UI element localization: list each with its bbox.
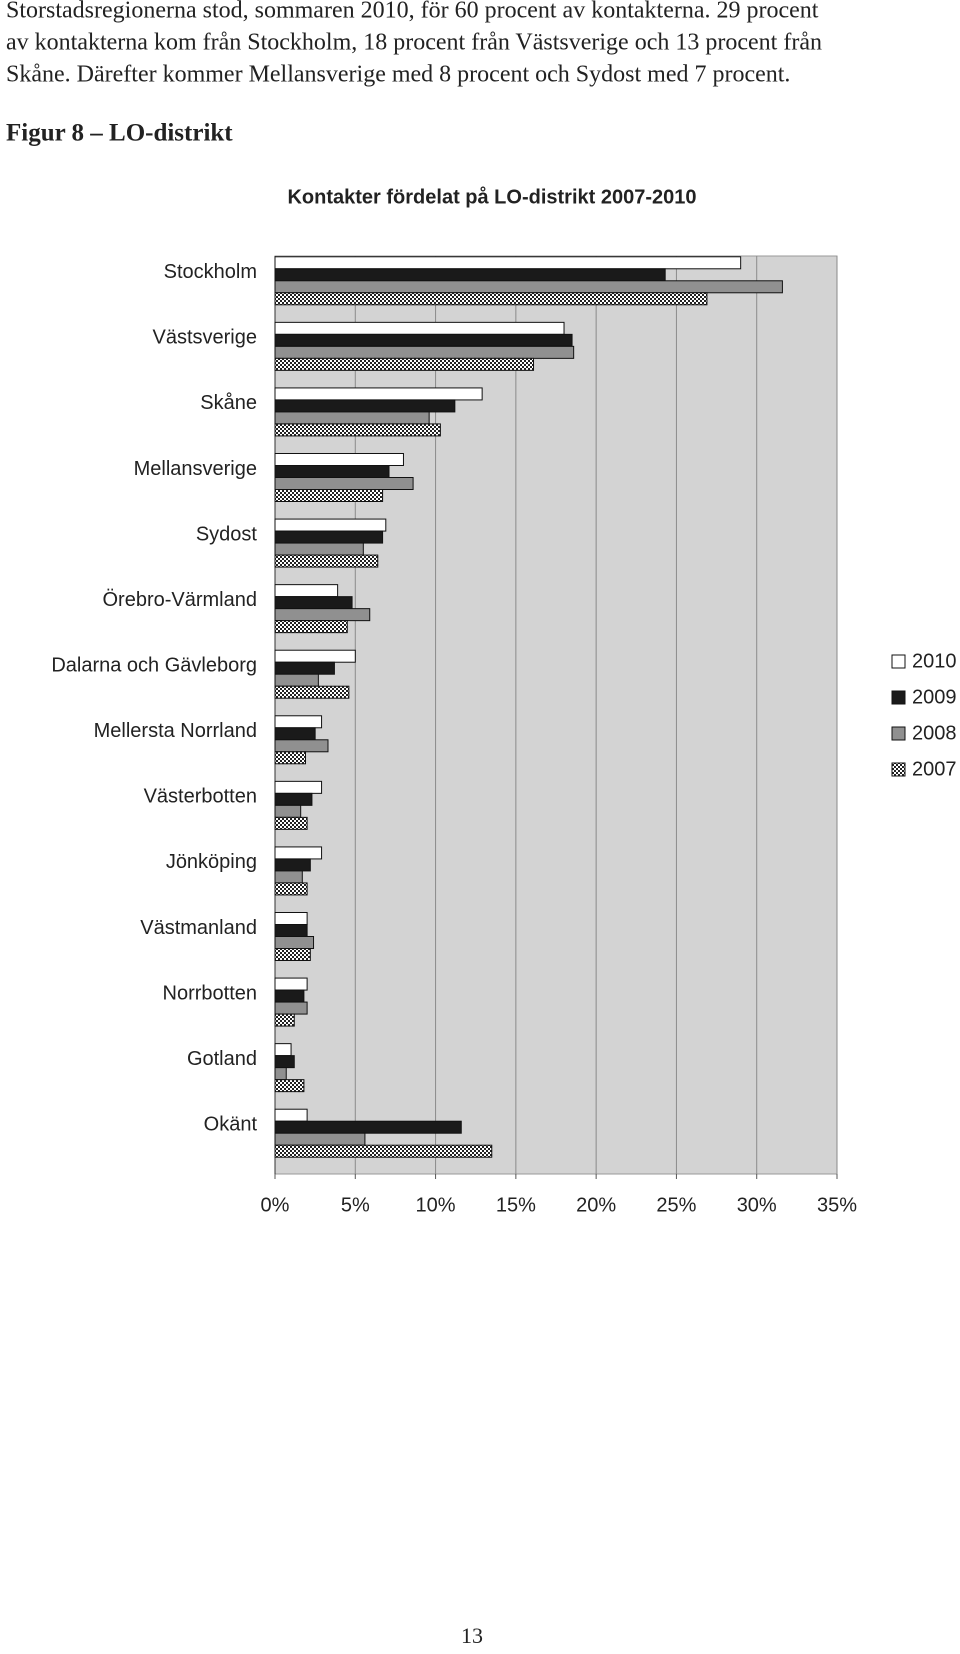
bar (274, 1001, 308, 1015)
bar (274, 542, 364, 556)
bar (274, 554, 379, 568)
x-tick-label: 0% (261, 1194, 290, 1216)
y-tick-label: Norrbotten (163, 982, 258, 1004)
bar (274, 530, 384, 544)
bar (274, 739, 329, 753)
chart-title: Kontakter fördelat på LO-distrikt 2007-2… (287, 185, 696, 208)
bar (274, 1144, 493, 1158)
bar (274, 1079, 305, 1093)
body-text: Storstadsregionerna stod, sommaren 2010,… (6, 0, 819, 24)
y-tick-label: Västsverige (153, 327, 258, 349)
legend-label: 2010 (912, 650, 957, 672)
legend-swatch (891, 762, 906, 777)
bar (274, 1132, 366, 1146)
bar (274, 477, 414, 490)
legend-label: 2007 (912, 758, 957, 780)
y-tick-label: Skåne (200, 392, 257, 414)
legend-label: 2008 (912, 722, 957, 744)
y-tick-label: Västerbotten (144, 786, 257, 808)
bar (274, 465, 390, 478)
bar (274, 751, 307, 765)
bar (274, 584, 339, 598)
bar (274, 280, 783, 294)
legend-swatch (891, 726, 906, 741)
bar (274, 870, 303, 884)
body-text: Skåne. Därefter kommer Mellansverige med… (6, 62, 790, 88)
bar (274, 1120, 462, 1134)
bar (274, 357, 535, 371)
bar (274, 715, 323, 729)
bar (274, 882, 308, 896)
bar (274, 1108, 308, 1122)
x-tick-label: 25% (656, 1194, 696, 1216)
legend-swatch (891, 654, 906, 669)
bar (274, 685, 350, 699)
bar (274, 1013, 295, 1027)
bar (274, 780, 323, 794)
y-tick-label: Mellersta Norrland (94, 720, 257, 742)
bar (274, 256, 742, 270)
bar (274, 1067, 287, 1081)
x-tick-label: 15% (496, 1194, 536, 1216)
bar (274, 936, 315, 949)
x-tick-label: 30% (737, 1194, 777, 1216)
x-tick-label: 10% (416, 1194, 456, 1216)
bar (274, 399, 456, 413)
bar (274, 345, 575, 359)
legend-swatch (891, 690, 906, 705)
bar (274, 1055, 295, 1069)
y-tick-label: Sydost (196, 523, 258, 545)
y-tick-label: Okänt (204, 1113, 258, 1135)
bar (274, 268, 666, 282)
bar (274, 489, 384, 502)
bar (274, 321, 565, 335)
y-tick-label: Örebro-Värmland (102, 589, 257, 611)
bar (274, 333, 573, 347)
bar (274, 846, 323, 860)
y-tick-label: Dalarna och Gävleborg (51, 654, 257, 676)
bar (274, 948, 311, 961)
bar (274, 620, 348, 634)
y-tick-label: Gotland (187, 1048, 257, 1070)
bar (274, 453, 404, 466)
bar (274, 858, 311, 872)
bar (274, 804, 302, 818)
bar (274, 816, 308, 830)
figure-caption: Figur 8 – LO-distrikt (6, 120, 233, 147)
bar (274, 1043, 292, 1057)
bar (274, 924, 308, 937)
legend-label: 2009 (912, 686, 957, 708)
bar (274, 989, 305, 1003)
bar (274, 596, 353, 610)
bar (274, 673, 319, 687)
y-tick-label: Stockholm (164, 261, 257, 283)
bar (274, 387, 483, 401)
bar (274, 411, 430, 425)
x-tick-label: 35% (817, 1194, 857, 1216)
y-tick-label: Mellansverige (134, 458, 257, 480)
bar (274, 292, 708, 306)
body-text: av kontakterna kom från Stockholm, 18 pr… (6, 30, 822, 56)
bar (274, 727, 316, 741)
bar (274, 518, 387, 532)
bar (274, 977, 308, 991)
y-tick-label: Jönköping (166, 851, 257, 873)
bar (274, 792, 313, 806)
bar (274, 423, 441, 437)
x-tick-label: 20% (576, 1194, 616, 1216)
bar (274, 661, 335, 675)
bar (274, 912, 308, 925)
x-tick-label: 5% (341, 1194, 370, 1216)
y-tick-label: Västmanland (140, 917, 257, 939)
page-number: 13 (461, 1623, 483, 1648)
bar (274, 649, 356, 663)
bar (274, 608, 371, 622)
